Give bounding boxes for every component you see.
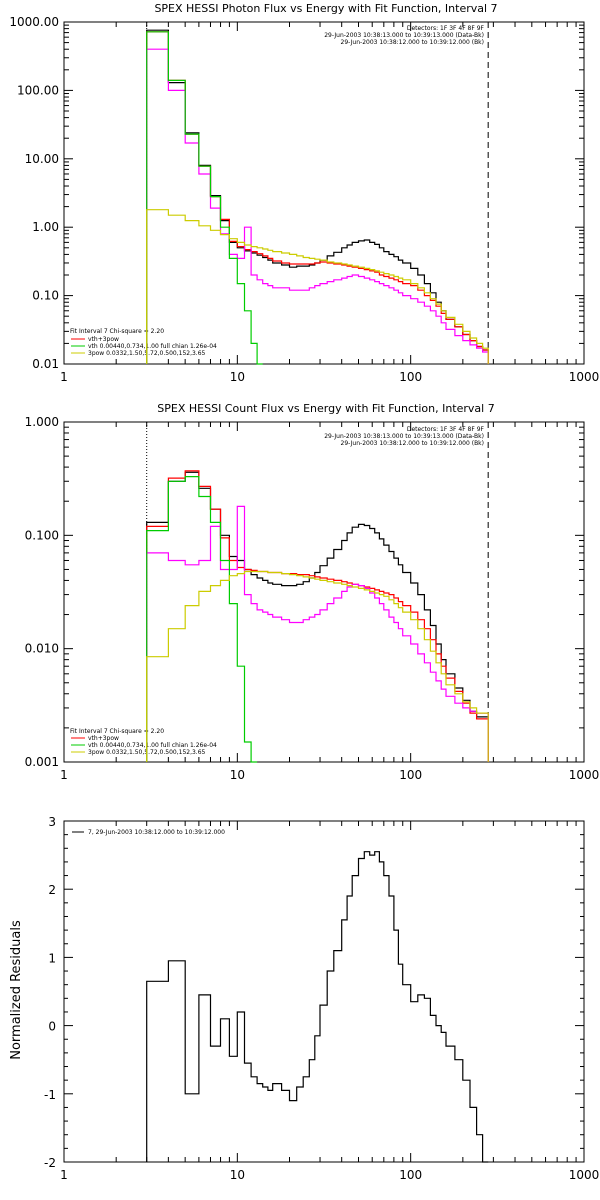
y-tick-label: 1.00 — [32, 220, 59, 234]
info-line-3: 29-Jun-2003 10:38:12.000 to 10:39:12.000… — [341, 440, 484, 447]
count-flux-series-1 — [146, 470, 489, 762]
y-tick-label: 0.010 — [25, 642, 59, 656]
info-line-1: Detectors: 1F 3F 4F 8F 9F — [407, 426, 485, 433]
y-tick-label: -2 — [44, 1156, 56, 1170]
plot-frame — [63, 421, 585, 763]
y-tick-label: 2 — [48, 883, 56, 897]
x-tick-label: 10 — [230, 768, 245, 782]
info-line-1: Detectors: 1F 3F 4F 8F 9F — [407, 25, 485, 32]
y-tick-label: 0.10 — [32, 289, 59, 303]
residuals-y-axis-label: Normalized Residuals — [9, 920, 24, 1060]
legend-fit-line: Fit Interval 7 Chi-square = 2.20 — [70, 728, 164, 735]
x-tick-label: 10 — [230, 370, 245, 384]
residuals-legend: 7, 29-Jun-2003 10:38:12.000 to 10:39:12.… — [88, 829, 225, 836]
x-tick-label: 1000 — [569, 1168, 600, 1182]
count-flux-panel: SPEX HESSI Count Flux vs Energy with Fit… — [25, 402, 600, 782]
x-tick-label: 1 — [60, 370, 68, 384]
photon-flux-series-2 — [146, 48, 489, 364]
count-flux-series-0 — [146, 471, 489, 762]
legend-series-vth3pow: vth+3pow — [88, 336, 119, 343]
x-tick-label: 1 — [60, 768, 68, 782]
y-tick-label: 1.000 — [25, 415, 59, 429]
photon-flux-series-1 — [146, 31, 489, 364]
photon-flux-panel: SPEX HESSI Photon Flux vs Energy with Fi… — [9, 2, 599, 384]
legend-series-vth: vth 0.00440,0.734,1.00 full chian 1.26e-… — [88, 343, 217, 350]
y-tick-label: 0.001 — [25, 755, 59, 769]
count-flux-title: SPEX HESSI Count Flux vs Energy with Fit… — [157, 402, 494, 415]
plot-frame — [63, 820, 585, 1163]
x-tick-label: 100 — [399, 370, 422, 384]
count-flux-series-4 — [146, 570, 489, 762]
photon-flux-title: SPEX HESSI Photon Flux vs Energy with Fi… — [154, 2, 497, 15]
x-tick-label: 10 — [230, 1168, 245, 1182]
info-line-3: 29-Jun-2003 10:38:12.000 to 10:39:12.000… — [341, 39, 484, 46]
photon-flux-series-3 — [146, 31, 263, 365]
plot-frame — [63, 21, 585, 365]
photon-flux-series-4 — [146, 209, 489, 364]
count-flux-series-2 — [146, 505, 489, 762]
count-flux-series-3 — [146, 476, 258, 763]
y-tick-label: 100.00 — [17, 83, 59, 97]
x-tick-label: 1 — [60, 1168, 68, 1182]
photon-flux-series-0 — [146, 29, 489, 364]
y-tick-label: 3 — [48, 815, 56, 829]
legend-series-vth3pow: vth+3pow — [88, 735, 119, 742]
x-tick-label: 100 — [399, 1168, 422, 1182]
y-tick-label: 1000.00 — [9, 15, 59, 29]
y-tick-label: 10.00 — [25, 152, 59, 166]
y-tick-label: -1 — [44, 1088, 56, 1102]
info-line-2: 29-Jun-2003 10:38:13.000 to 10:39:13.000… — [324, 433, 484, 440]
legend-fit-line: Fit Interval 7 Chi-square = 2.20 — [70, 328, 164, 335]
info-line-2: 29-Jun-2003 10:38:13.000 to 10:39:13.000… — [324, 32, 484, 39]
residuals-series-0 — [146, 851, 489, 1163]
x-tick-label: 100 — [399, 768, 422, 782]
legend-series-vth: vth 0.00440,0.734,1.00 full chian 1.26e-… — [88, 742, 217, 749]
residuals-panel: Normalized Residuals 7, 29-Jun-2003 10:3… — [9, 815, 599, 1182]
y-tick-label: 0.01 — [32, 357, 59, 371]
y-tick-label: 1 — [48, 951, 56, 965]
y-tick-label: 0.100 — [25, 528, 59, 542]
x-tick-label: 1000 — [569, 768, 600, 782]
x-tick-label: 1000 — [569, 370, 600, 384]
y-tick-label: 0 — [48, 1020, 56, 1034]
